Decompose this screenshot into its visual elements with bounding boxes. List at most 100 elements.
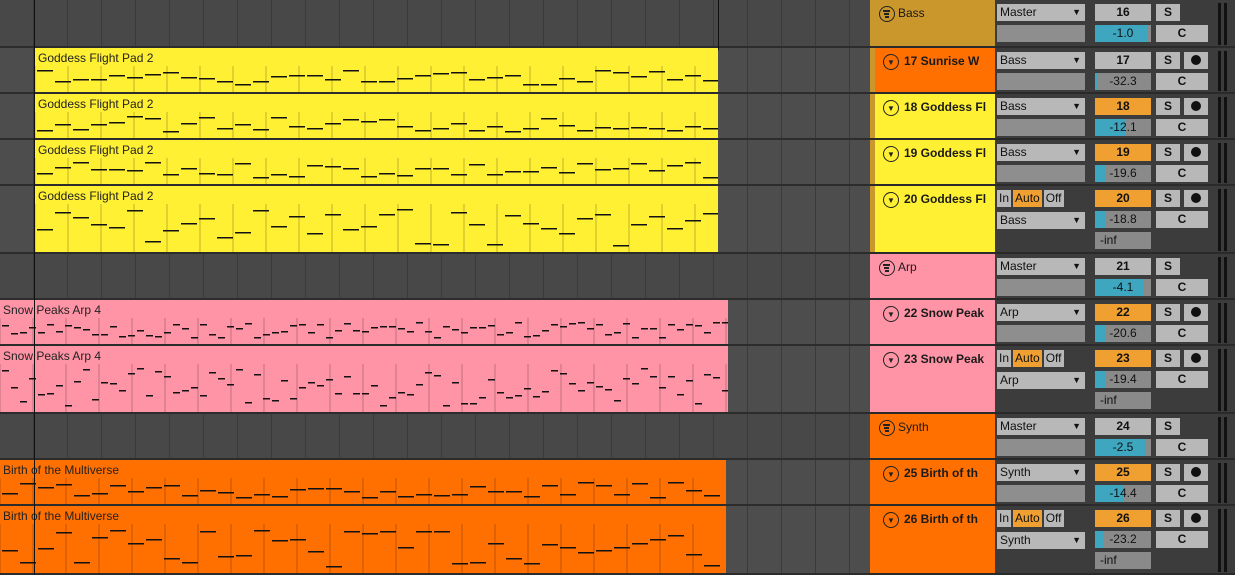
track-title-bar[interactable]: ▼ 22 Snow Peak <box>875 300 995 344</box>
volume-slider[interactable]: -18.8 <box>1095 211 1151 228</box>
record-arm-button[interactable] <box>1184 350 1208 367</box>
solo-button[interactable]: S <box>1156 510 1180 527</box>
track-header[interactable]: ▼ 20 Goddess Fl In Auto Off Bass ▼ 20 S -18.8 C -in… <box>870 186 1235 254</box>
output-routing-select[interactable]: Arp ▼ <box>997 372 1085 389</box>
arrangement-lane[interactable] <box>0 254 870 300</box>
track-header[interactable]: ▼ 23 Snow Peak In Auto Off Arp ▼ 23 S -19.4 C -inf <box>870 346 1235 414</box>
record-arm-button[interactable] <box>1184 144 1208 161</box>
output-routing-select[interactable]: Bass ▼ <box>997 212 1085 229</box>
output-routing-select[interactable]: Synth ▼ <box>997 464 1085 481</box>
track-fold-icon[interactable]: ▼ <box>883 512 899 528</box>
output-channel-select[interactable] <box>997 279 1085 296</box>
track-fold-icon[interactable]: ▼ <box>883 306 899 322</box>
volume-slider[interactable]: -14.4 <box>1095 485 1151 502</box>
track-activator-button[interactable]: 23 <box>1095 350 1151 367</box>
pan-knob[interactable]: C <box>1156 165 1208 182</box>
arrangement-lane[interactable]: Snow Peaks Arp 4 <box>0 346 870 414</box>
output-routing-select[interactable]: Master ▼ <box>997 4 1085 21</box>
track-header[interactable]: ▼ 17 Sunrise W Bass ▼ 17 S -32.3 C <box>870 48 1235 94</box>
output-channel-select[interactable] <box>997 439 1085 456</box>
volume-slider[interactable]: -19.6 <box>1095 165 1151 182</box>
pan-knob[interactable]: C <box>1156 119 1208 136</box>
arrangement-lane[interactable]: Snow Peaks Arp 4 <box>0 300 870 346</box>
output-channel-select[interactable] <box>997 119 1085 136</box>
track-activator-button[interactable]: 16 <box>1095 4 1151 21</box>
track-title-bar[interactable]: ▼ 17 Sunrise W <box>875 48 995 92</box>
track-activator-button[interactable]: 20 <box>1095 190 1151 207</box>
solo-button[interactable]: S <box>1156 418 1180 435</box>
output-channel-select[interactable] <box>997 73 1085 90</box>
solo-button[interactable]: S <box>1156 144 1180 161</box>
midi-clip[interactable]: Goddess Flight Pad 2 <box>35 186 718 252</box>
record-arm-button[interactable] <box>1184 52 1208 69</box>
monitor-in-button[interactable]: In <box>997 350 1012 367</box>
monitor-off-button[interactable]: Off <box>1043 190 1064 207</box>
pan-knob[interactable]: C <box>1156 531 1208 548</box>
output-channel-select[interactable] <box>997 325 1085 342</box>
track-header[interactable]: ▼ 22 Snow Peak Arp ▼ 22 S -20.6 C <box>870 300 1235 346</box>
track-title-bar[interactable]: ▼ 26 Birth of th <box>875 506 995 573</box>
pan-knob[interactable]: C <box>1156 211 1208 228</box>
volume-slider[interactable]: -12.1 <box>1095 119 1151 136</box>
track-activator-button[interactable]: 18 <box>1095 98 1151 115</box>
output-channel-select[interactable] <box>997 25 1085 42</box>
track-title-bar[interactable]: Synth <box>875 414 995 458</box>
track-fold-icon[interactable]: ▼ <box>883 100 899 116</box>
solo-button[interactable]: S <box>1156 350 1180 367</box>
record-arm-button[interactable] <box>1184 98 1208 115</box>
track-title-bar[interactable]: ▼ 18 Goddess Fl <box>875 94 995 138</box>
midi-clip[interactable]: Snow Peaks Arp 4 <box>0 346 728 412</box>
output-routing-select[interactable]: Synth ▼ <box>997 532 1085 549</box>
output-routing-select[interactable]: Master ▼ <box>997 418 1085 435</box>
monitor-in-button[interactable]: In <box>997 190 1012 207</box>
solo-button[interactable]: S <box>1156 52 1180 69</box>
output-routing-select[interactable]: Bass ▼ <box>997 52 1085 69</box>
pan-knob[interactable]: C <box>1156 439 1208 456</box>
volume-slider[interactable]: -23.2 <box>1095 531 1151 548</box>
monitor-off-button[interactable]: Off <box>1043 510 1064 527</box>
monitor-auto-button[interactable]: Auto <box>1013 190 1042 207</box>
track-activator-button[interactable]: 24 <box>1095 418 1151 435</box>
monitor-auto-button[interactable]: Auto <box>1013 510 1042 527</box>
solo-button[interactable]: S <box>1156 4 1180 21</box>
group-fold-icon[interactable] <box>879 6 895 22</box>
solo-button[interactable]: S <box>1156 304 1180 321</box>
track-activator-button[interactable]: 25 <box>1095 464 1151 481</box>
track-fold-icon[interactable]: ▼ <box>883 192 899 208</box>
record-arm-button[interactable] <box>1184 464 1208 481</box>
midi-clip[interactable]: Goddess Flight Pad 2 <box>35 94 718 138</box>
solo-button[interactable]: S <box>1156 464 1180 481</box>
volume-slider[interactable]: -4.1 <box>1095 279 1151 296</box>
monitor-in-button[interactable]: In <box>997 510 1012 527</box>
arrangement-lane[interactable] <box>0 0 870 48</box>
pan-knob[interactable]: C <box>1156 485 1208 502</box>
pan-knob[interactable]: C <box>1156 25 1208 42</box>
output-routing-select[interactable]: Arp ▼ <box>997 304 1085 321</box>
arrangement-lane[interactable] <box>0 414 870 460</box>
track-fold-icon[interactable]: ▼ <box>883 146 899 162</box>
pan-knob[interactable]: C <box>1156 325 1208 342</box>
track-fold-icon[interactable]: ▼ <box>883 466 899 482</box>
output-channel-select[interactable] <box>997 165 1085 182</box>
track-activator-button[interactable]: 22 <box>1095 304 1151 321</box>
solo-button[interactable]: S <box>1156 98 1180 115</box>
pan-knob[interactable]: C <box>1156 371 1208 388</box>
midi-clip[interactable]: Snow Peaks Arp 4 <box>0 300 728 344</box>
output-routing-select[interactable]: Bass ▼ <box>997 144 1085 161</box>
track-fold-icon[interactable]: ▼ <box>883 54 899 70</box>
output-channel-select[interactable] <box>997 485 1085 502</box>
volume-slider[interactable]: -19.4 <box>1095 371 1151 388</box>
midi-clip[interactable]: Birth of the Multiverse <box>0 506 726 573</box>
group-fold-icon[interactable] <box>879 260 895 276</box>
arrangement-lane[interactable]: Goddess Flight Pad 2 <box>0 48 870 94</box>
solo-button[interactable]: S <box>1156 258 1180 275</box>
track-title-bar[interactable]: ▼ 19 Goddess Fl <box>875 140 995 184</box>
track-activator-button[interactable]: 17 <box>1095 52 1151 69</box>
solo-button[interactable]: S <box>1156 190 1180 207</box>
track-header[interactable]: ▼ 25 Birth of th Synth ▼ 25 S -14.4 C <box>870 460 1235 506</box>
track-fold-icon[interactable]: ▼ <box>883 352 899 368</box>
track-title-bar[interactable]: Arp <box>875 254 995 298</box>
arrangement-lane[interactable]: Goddess Flight Pad 2 <box>0 186 870 254</box>
pan-knob[interactable]: C <box>1156 73 1208 90</box>
midi-clip[interactable]: Goddess Flight Pad 2 <box>35 48 718 92</box>
